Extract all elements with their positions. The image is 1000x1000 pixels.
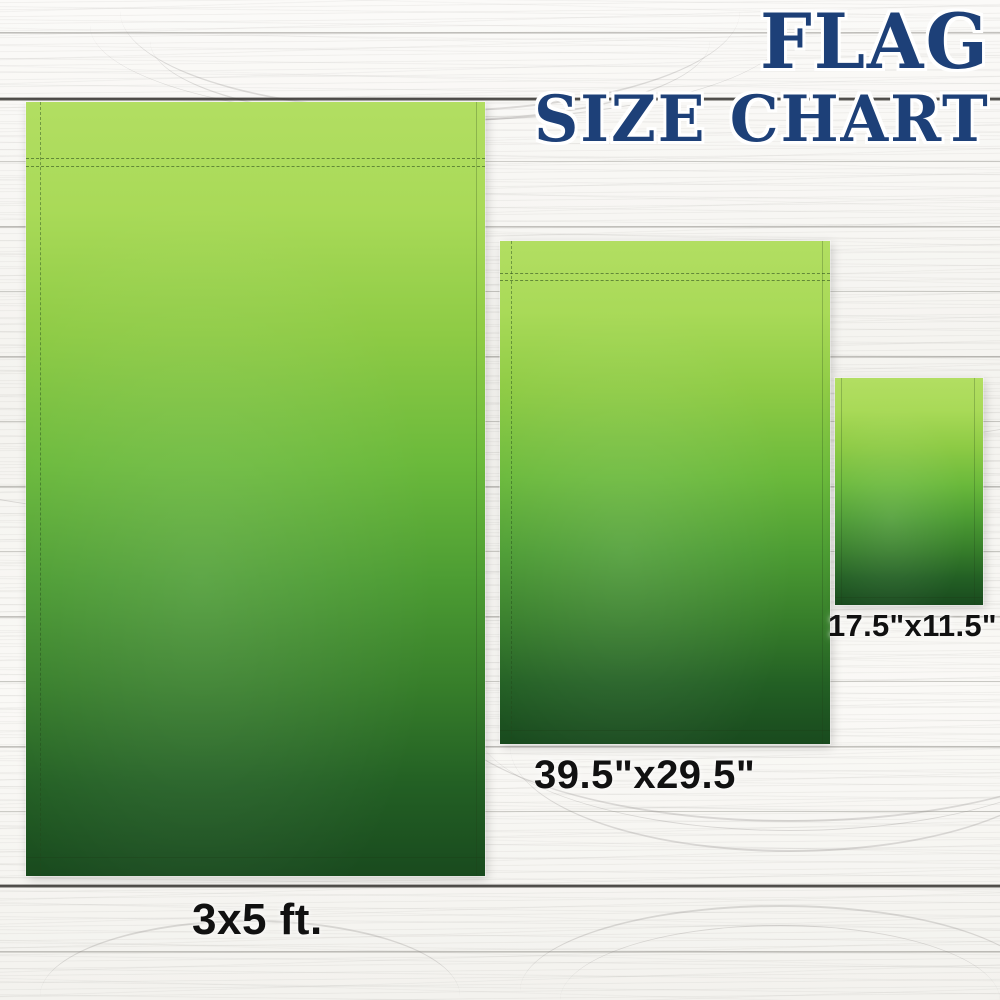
flag-sleeve-stitch-horizontal [26,166,485,167]
flag-medium-39-5x29-5 [500,241,830,744]
flag-sleeve-stitch-horizontal [26,158,485,159]
flag-hem-stitch-horizontal [26,857,485,858]
size-label-large: 3x5 ft. [192,895,323,944]
flag-small-17-5x11-5 [835,378,983,605]
wood-knot-arc [560,925,1000,1000]
size-label-small: 17.5"x11.5" [828,608,997,643]
flag-hem-stitch-vertical [822,241,823,744]
flag-sleeve-stitch-vertical [40,102,41,876]
size-label-medium: 39.5"x29.5" [534,753,756,797]
flag-hem-stitch-horizontal [500,730,830,731]
flag-hem-stitch-vertical [476,102,477,876]
wood-knot-arc [520,905,1000,1000]
flag-hem-stitch-horizontal [835,597,983,598]
title-line-flag: FLAG [760,0,990,86]
wood-knot-arc [40,920,460,1000]
flag-large-3x5 [26,102,485,876]
wood-knot-arc [510,640,1000,852]
flag-sleeve-stitch-horizontal [500,273,830,274]
flag-sheen [835,378,983,605]
flag-sheen [26,102,485,876]
flag-sleeve-stitch-horizontal [500,280,830,281]
chart-title: FLAG SIZE CHART [515,0,990,158]
flag-sleeve-stitch-vertical [511,241,512,744]
flag-hem-stitch-vertical [974,378,975,605]
flag-hem-stitch-vertical [841,378,842,605]
flag-sheen [500,241,830,744]
title-line-size-chart: SIZE CHART [534,82,990,158]
